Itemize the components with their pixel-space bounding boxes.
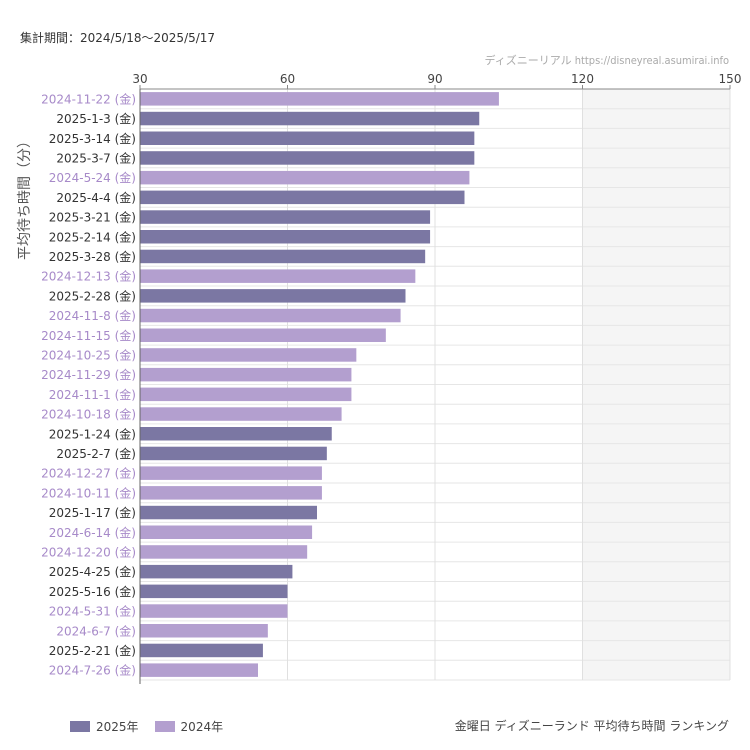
collection-period: 集計期間：2024/5/18〜2025/5/17 (20, 31, 216, 45)
bar (140, 249, 426, 264)
bar (140, 387, 352, 402)
bar (140, 289, 406, 303)
chart-footer-title: 金曜日 ディズニーランド 平均待ち時間 ランキング (454, 719, 729, 733)
legend-swatch-2025 (70, 721, 90, 732)
category-label: 2024-7-26 (金) (49, 663, 136, 678)
category-label: 2024-12-27 (金) (41, 466, 136, 481)
bar (140, 328, 386, 342)
bar (140, 427, 332, 441)
bar (140, 624, 268, 638)
bar (140, 663, 258, 677)
legend: 2025年 2024年 (70, 718, 233, 735)
bar (140, 111, 480, 126)
category-label: 2025-1-17 (金) (49, 505, 136, 520)
x-tick-label: 90 (427, 72, 442, 86)
category-label: 2025-3-7 (金) (56, 150, 136, 165)
category-label: 2025-5-16 (金) (49, 584, 136, 599)
bar (140, 190, 465, 205)
bar (140, 230, 431, 244)
category-label: 2025-1-3 (金) (56, 111, 136, 126)
bar (140, 269, 416, 283)
category-label: 2024-6-14 (金) (49, 525, 136, 540)
category-label: 2024-11-1 (金) (49, 387, 136, 402)
category-label: 2024-10-18 (金) (41, 407, 136, 422)
bar (140, 505, 317, 520)
category-label: 2024-11-29 (金) (41, 367, 136, 382)
bar (140, 151, 475, 165)
legend-label-2024: 2024年 (180, 720, 224, 734)
category-label: 2024-5-31 (金) (49, 604, 136, 619)
category-label: 2025-3-28 (金) (49, 249, 136, 264)
bar (140, 604, 288, 618)
category-label: 2025-2-7 (金) (56, 446, 136, 461)
bar (140, 525, 313, 539)
bar (140, 486, 322, 500)
bar (140, 643, 263, 658)
legend-item-2025: 2025年 (70, 718, 139, 735)
category-label: 2025-3-21 (金) (49, 210, 136, 225)
category-label: 2024-5-24 (金) (49, 170, 136, 185)
bar (140, 170, 470, 185)
category-label: 2024-6-7 (金) (56, 623, 136, 638)
bar (140, 92, 499, 106)
bar (140, 584, 288, 599)
bar (140, 367, 352, 382)
x-tick-label: 30 (132, 72, 147, 86)
category-label: 2024-12-13 (金) (41, 269, 136, 284)
bar (140, 564, 293, 579)
bar (140, 131, 475, 145)
category-label: 2025-4-25 (金) (49, 564, 136, 579)
category-label: 2024-11-15 (金) (41, 328, 136, 343)
legend-swatch-2024 (154, 721, 175, 732)
category-label: 2025-4-4 (金) (56, 190, 136, 205)
x-tick-label: 150 (719, 72, 742, 86)
legend-label-2025: 2025年 (96, 720, 139, 734)
category-label: 2025-1-24 (金) (49, 426, 136, 441)
site-credit[interactable]: ディズニーリアル https://disneyreal.asumirai.inf… (484, 54, 729, 67)
category-label: 2025-2-28 (金) (49, 288, 136, 303)
category-label: 2024-10-25 (金) (41, 347, 136, 362)
bar (140, 348, 357, 362)
bar (140, 466, 322, 480)
category-label: 2024-11-8 (金) (49, 308, 136, 323)
legend-item-2024: 2024年 (154, 718, 224, 735)
x-tick-label: 120 (571, 72, 594, 86)
category-label: 2024-10-11 (金) (41, 485, 136, 500)
bar (140, 446, 327, 461)
category-label: 2024-12-20 (金) (41, 544, 136, 559)
bar (140, 545, 308, 559)
x-tick-label: 60 (280, 72, 295, 86)
category-label: 2024-11-22 (金) (41, 91, 136, 106)
category-label: 2025-2-21 (金) (49, 643, 136, 658)
bar (140, 308, 401, 323)
category-label: 2025-3-14 (金) (49, 131, 136, 146)
bar (140, 210, 431, 224)
bar (140, 407, 342, 421)
category-label: 2025-2-14 (金) (49, 229, 136, 244)
